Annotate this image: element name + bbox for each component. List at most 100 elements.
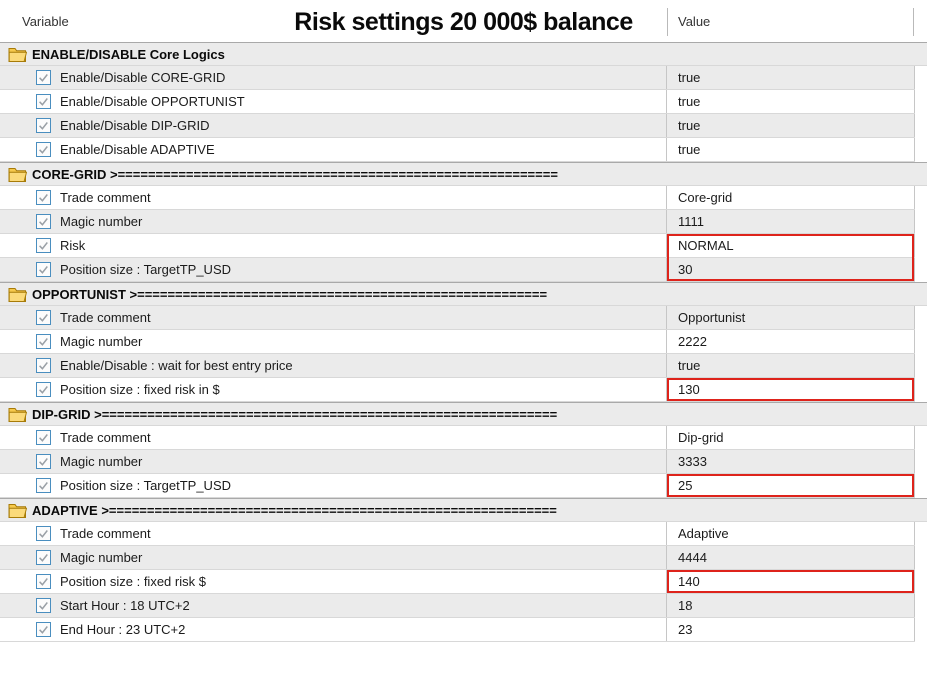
param-variable: Position size : TargetTP_USD [60,262,231,277]
param-row[interactable]: Position size : fixed risk $ 140 [0,570,915,594]
checked-checkbox-icon[interactable] [36,622,51,637]
param-value[interactable]: true [667,138,915,161]
checked-checkbox-icon[interactable] [36,526,51,541]
group-label: OPPORTUNIST >===========================… [32,286,548,302]
param-value[interactable]: 140 [667,570,915,593]
checked-checkbox-icon[interactable] [36,334,51,349]
param-variable: Enable/Disable : wait for best entry pri… [60,358,293,373]
param-value[interactable]: 30 [667,257,915,281]
param-value[interactable]: 3333 [667,450,915,473]
param-value[interactable]: Opportunist [667,306,915,329]
group-row: OPPORTUNIST >===========================… [0,282,927,306]
param-variable: Magic number [60,550,143,565]
param-variable: Magic number [60,334,143,349]
param-variable: Enable/Disable CORE-GRID [60,70,226,85]
checked-checkbox-icon[interactable] [36,598,51,613]
param-variable: Enable/Disable OPPORTUNIST [60,94,245,109]
table-header: Variable Risk settings 20 000$ balance V… [0,0,927,42]
group-label: ADAPTIVE >==============================… [32,502,557,518]
param-row[interactable]: Magic number 1111 [0,210,915,234]
folder-icon [8,406,27,422]
param-variable: Enable/Disable ADAPTIVE [60,142,215,157]
param-row[interactable]: Enable/Disable CORE-GRID true [0,66,915,90]
param-value[interactable]: Core-grid [667,186,915,209]
checked-checkbox-icon[interactable] [36,118,51,133]
param-row[interactable]: Trade comment Core-grid [0,186,915,210]
column-header-variable: Variable [22,14,69,29]
param-value[interactable]: 130 [667,378,915,401]
param-variable: Magic number [60,454,143,469]
param-value[interactable]: 1111 [667,210,915,233]
folder-icon [8,46,27,62]
checked-checkbox-icon[interactable] [36,550,51,565]
param-row[interactable]: Magic number 2222 [0,330,915,354]
param-row[interactable]: Enable/Disable DIP-GRID true [0,114,915,138]
param-row[interactable]: Trade comment Opportunist [0,306,915,330]
checked-checkbox-icon[interactable] [36,478,51,493]
param-variable: Magic number [60,214,143,229]
parameters-table: ENABLE/DISABLE Core Logics Enable/Disabl… [0,42,927,642]
param-row[interactable]: Magic number 3333 [0,450,915,474]
param-row[interactable]: Enable/Disable OPPORTUNIST true [0,90,915,114]
param-value[interactable]: true [667,90,915,113]
param-row[interactable]: Magic number 4444 [0,546,915,570]
param-variable: Risk [60,238,86,253]
checked-checkbox-icon[interactable] [36,574,51,589]
param-value[interactable]: true [667,354,915,377]
param-value[interactable]: Adaptive [667,522,915,545]
param-value[interactable]: NORMAL [667,234,915,258]
param-variable: Position size : TargetTP_USD [60,478,231,493]
param-variable: Trade comment [60,190,151,205]
param-variable: Trade comment [60,310,151,325]
checked-checkbox-icon[interactable] [36,454,51,469]
param-row[interactable]: Risk NORMAL [0,234,915,258]
param-row[interactable]: Enable/Disable : wait for best entry pri… [0,354,915,378]
group-label: ENABLE/DISABLE Core Logics [32,46,225,62]
checked-checkbox-icon[interactable] [36,142,51,157]
checked-checkbox-icon[interactable] [36,70,51,85]
param-row[interactable]: Start Hour : 18 UTC+2 18 [0,594,915,618]
param-value[interactable]: 4444 [667,546,915,569]
checked-checkbox-icon[interactable] [36,262,51,277]
param-row[interactable]: Position size : TargetTP_USD 25 [0,474,915,498]
param-row[interactable]: Trade comment Adaptive [0,522,915,546]
column-header-value: Value [678,14,711,29]
param-row[interactable]: End Hour : 23 UTC+2 23 [0,618,915,642]
param-variable: Position size : fixed risk in $ [60,382,220,397]
checked-checkbox-icon[interactable] [36,358,51,373]
column-resize-handle-right[interactable] [913,8,914,36]
param-row[interactable]: Position size : fixed risk in $ 130 [0,378,915,402]
checked-checkbox-icon[interactable] [36,94,51,109]
param-row[interactable]: Position size : TargetTP_USD 30 [0,257,915,282]
param-value[interactable]: true [667,66,915,89]
param-row[interactable]: Trade comment Dip-grid [0,426,915,450]
param-value[interactable]: Dip-grid [667,426,915,449]
column-resize-handle-left[interactable] [667,8,668,36]
param-variable: Start Hour : 18 UTC+2 [60,598,190,613]
param-value[interactable]: 25 [667,474,915,497]
param-variable: Trade comment [60,430,151,445]
param-row[interactable]: Enable/Disable ADAPTIVE true [0,138,915,162]
group-row: CORE-GRID >=============================… [0,162,927,186]
checked-checkbox-icon[interactable] [36,382,51,397]
param-value[interactable]: true [667,114,915,137]
param-variable: Enable/Disable DIP-GRID [60,118,210,133]
folder-icon [8,166,27,182]
group-row: DIP-GRID >==============================… [0,402,927,426]
page-title: Risk settings 20 000$ balance [294,8,633,36]
param-value[interactable]: 2222 [667,330,915,353]
folder-icon [8,502,27,518]
param-value[interactable]: 18 [667,594,915,617]
checked-checkbox-icon[interactable] [36,310,51,325]
group-row: ENABLE/DISABLE Core Logics [0,42,927,66]
checked-checkbox-icon[interactable] [36,238,51,253]
folder-icon [8,286,27,302]
group-label: CORE-GRID >=============================… [32,166,558,182]
param-value[interactable]: 23 [667,618,915,641]
checked-checkbox-icon[interactable] [36,430,51,445]
group-label: DIP-GRID >==============================… [32,406,558,422]
checked-checkbox-icon[interactable] [36,214,51,229]
group-row: ADAPTIVE >==============================… [0,498,927,522]
checked-checkbox-icon[interactable] [36,190,51,205]
